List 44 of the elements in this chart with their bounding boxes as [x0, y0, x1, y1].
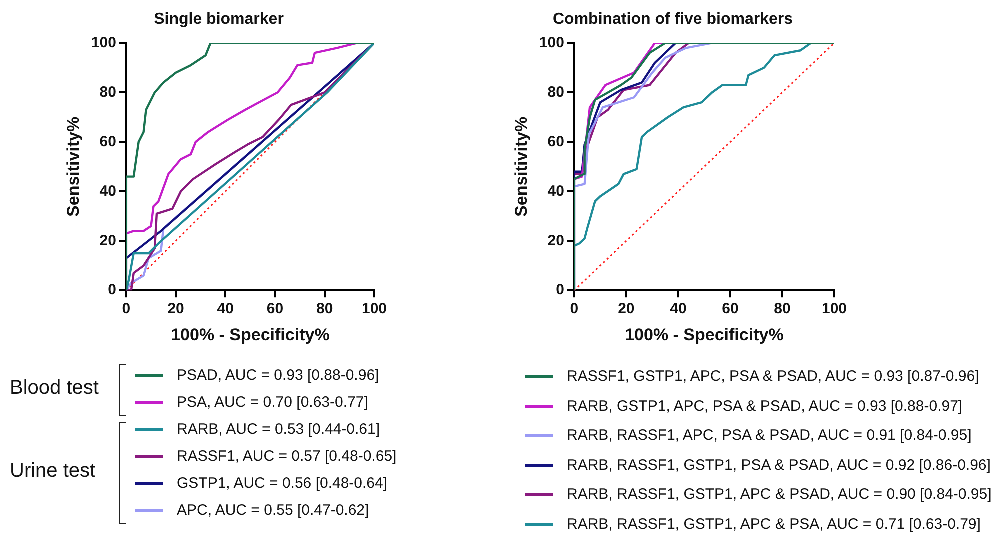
legend-label: PSA, AUC = 0.70 [0.63-0.77]	[177, 394, 368, 411]
legend-label: RARB, AUC = 0.53 [0.44-0.61]	[177, 421, 380, 438]
y-tick-label: 100	[91, 34, 116, 52]
x-tick-label: 100	[822, 300, 847, 318]
legend-label: RARB, GSTP1, APC, PSA & PSAD, AUC = 0.93 [0.88-0.97]	[567, 398, 963, 415]
x-tick-label: 60	[722, 300, 739, 318]
y-tick-label: 40	[548, 182, 564, 200]
y-axis-title: Sensitivity%	[64, 116, 83, 217]
y-axis-title: Sensitivity%	[512, 116, 531, 217]
x-tick-label: 100	[362, 300, 387, 318]
x-axis-title: 100% - Specificity%	[625, 325, 784, 344]
x-tick-label: 80	[316, 300, 334, 318]
x-tick-label: 80	[774, 300, 791, 318]
x-tick-label: 40	[670, 300, 687, 318]
x-tick-label: 40	[217, 300, 234, 318]
legend-label: APC, AUC = 0.55 [0.47-0.62]	[177, 502, 370, 519]
legend-label: PSAD, AUC = 0.93 [0.88-0.96]	[177, 367, 380, 384]
legend-label: RARB, RASSF1, GSTP1, APC & PSA, AUC = 0.71 [0.63-0.79]	[567, 516, 981, 533]
legend-label: RASSF1, AUC = 0.57 [0.48-0.65]	[177, 448, 397, 465]
x-tick-label: 20	[618, 300, 635, 318]
text: Urine test	[10, 460, 96, 483]
y-tick-label: 80	[100, 84, 116, 101]
legend-label: RARB, RASSF1, GSTP1, PSA & PSAD, AUC = 0.92 [0.86-0.96]	[567, 456, 991, 474]
y-tick-label: 0	[108, 282, 116, 299]
y-tick-label: 100	[539, 34, 564, 52]
y-tick-label: 20	[548, 232, 564, 250]
y-tick-label: 60	[548, 133, 564, 150]
legend-label: RARB, RASSF1, APC, PSA & PSAD, AUC = 0.91 [0.84-0.95]	[567, 427, 972, 444]
legend-label: GSTP1, AUC = 0.56 [0.48-0.64]	[177, 475, 388, 492]
chart-title: Combination of five biomarkers	[552, 11, 794, 28]
y-tick-label: 20	[100, 232, 116, 250]
x-tick-label: 60	[266, 300, 284, 318]
text: Blood test	[10, 377, 99, 400]
chart-title: Single biomarker	[154, 11, 284, 28]
legend-label: RARB, RASSF1, GSTP1, APC & PSAD, AUC = 0.90 [0.84-0.95]	[567, 486, 992, 504]
y-tick-label: 60	[100, 133, 116, 150]
x-tick-label: 20	[168, 300, 184, 318]
y-tick-label: 80	[548, 84, 564, 101]
y-tick-label: 40	[100, 182, 116, 200]
legend-label: RASSF1, GSTP1, APC, PSA & PSAD, AUC = 0.93 [0.87-0.96]	[567, 368, 980, 386]
x-axis-title: 100% - Specificity%	[171, 325, 330, 344]
x-tick-label: 0	[122, 300, 131, 318]
x-tick-label: 0	[570, 300, 579, 318]
y-tick-label: 0	[556, 282, 564, 299]
